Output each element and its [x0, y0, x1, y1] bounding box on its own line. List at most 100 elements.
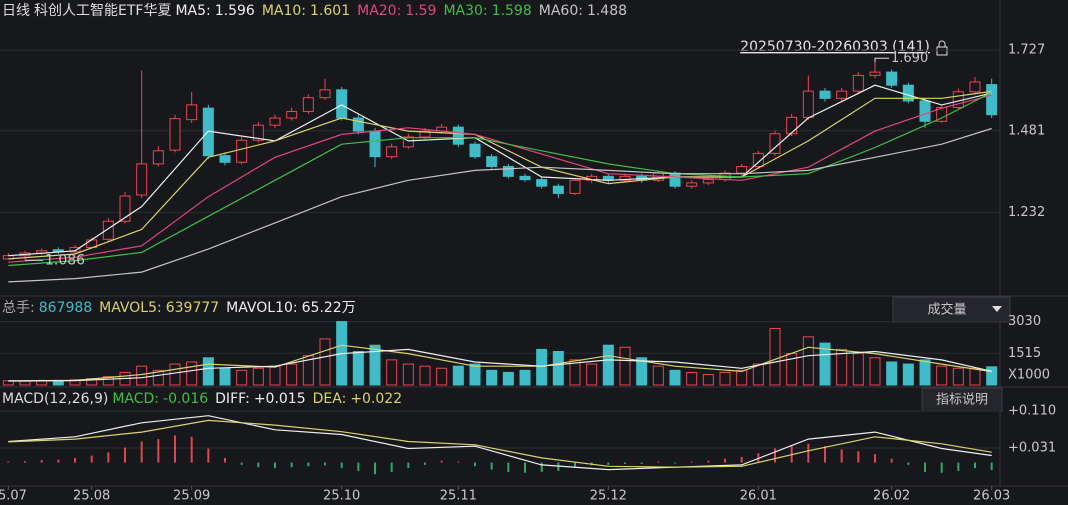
- volume-bar: [636, 357, 648, 386]
- lock-icon-shackle[interactable]: [938, 40, 946, 47]
- header-text: 1.488: [586, 3, 628, 19]
- header-text: +0.015: [253, 391, 306, 407]
- volume-bar: [619, 346, 631, 386]
- candle-body: [819, 90, 831, 99]
- candle-body: [669, 172, 681, 187]
- candle-body: [936, 107, 948, 122]
- volume-bar: [319, 338, 331, 386]
- volume-bar: [52, 380, 64, 386]
- volume-bar: [469, 363, 481, 386]
- lock-icon[interactable]: [936, 46, 948, 56]
- header-text: MA60:: [538, 3, 583, 19]
- volume-bar: [919, 359, 931, 386]
- volume-bar: [252, 367, 264, 386]
- range-label: 20250730-20260303 (141): [740, 39, 930, 55]
- candle-body: [369, 130, 381, 158]
- y-tick-label: 1.727: [1008, 43, 1045, 58]
- candle-body: [102, 220, 114, 240]
- header-text: MAVOL5:: [99, 300, 162, 316]
- header-text: -0.016: [163, 391, 209, 407]
- candle-body: [136, 163, 148, 196]
- candle-body: [152, 150, 164, 165]
- panel-header: 总手: 867988 MAVOL5: 639777 MAVOL10: 65.22万: [2, 299, 363, 317]
- volume-bar: [552, 351, 564, 386]
- average-line: [8, 415, 992, 471]
- header-text: 639777: [165, 300, 220, 316]
- candle-body: [702, 179, 714, 184]
- header-text: 日线: [2, 3, 30, 19]
- min-label: 1.086: [45, 252, 85, 268]
- header-text: 科创人工智能ETF华夏: [34, 3, 172, 19]
- volume-bar: [402, 363, 414, 386]
- y-tick-label: 3030: [1008, 314, 1041, 329]
- volume-bar: [19, 380, 31, 386]
- candle-body: [336, 89, 348, 119]
- y-tick-label: 1.481: [1008, 123, 1045, 138]
- volume-bar: [702, 374, 714, 386]
- header-text: 1.601: [310, 3, 351, 19]
- candle-body: [502, 166, 514, 177]
- candle-body: [286, 110, 298, 119]
- volume-bar: [969, 367, 981, 386]
- volume-bar: [169, 363, 181, 386]
- candle-body: [186, 104, 198, 121]
- dropdown-label[interactable]: 成交量: [927, 302, 966, 318]
- header-text: MAVOL10:: [226, 300, 298, 316]
- volume-bar: [352, 351, 364, 386]
- candle-body: [686, 182, 698, 187]
- candle-body: [486, 156, 498, 168]
- volume-bar: [486, 369, 498, 386]
- volume-bar: [736, 369, 748, 386]
- x-tick-label: 25.11: [440, 489, 477, 504]
- volume-bar: [386, 359, 398, 386]
- candle-body: [552, 185, 564, 194]
- header-text: MA30:: [443, 3, 488, 19]
- candle-body: [736, 166, 748, 174]
- panel-header: MACD(12,26,9) MACD: -0.016 DIFF: +0.015 DEA: +…: [2, 390, 409, 408]
- header-text: MA10:: [261, 3, 307, 19]
- candle-body: [452, 126, 464, 145]
- candle-body: [236, 139, 248, 163]
- x-tick-label: 25.09: [173, 489, 210, 504]
- volume-bar: [502, 371, 514, 386]
- max-pointer: [874, 57, 889, 63]
- candle-body: [119, 195, 131, 222]
- x-tick-label: 25.10: [323, 489, 360, 504]
- y-tick-label: +0.031: [1008, 441, 1056, 456]
- candle-body: [802, 90, 814, 118]
- y-tick-label: 1.232: [1008, 205, 1045, 220]
- average-line: [8, 344, 992, 382]
- y-tick-label: +0.110: [1008, 404, 1056, 419]
- volume-bar: [369, 344, 381, 386]
- volume-bar: [986, 366, 998, 386]
- x-tick-label: 25.07: [0, 489, 27, 504]
- volume-bar: [202, 357, 214, 386]
- volume-bar: [186, 361, 198, 386]
- volume-bar: [269, 365, 281, 386]
- max-label: 1.690: [891, 51, 928, 66]
- volume-bar: [869, 357, 881, 386]
- header-text: 65.22万: [301, 300, 356, 316]
- volume-bar: [152, 369, 164, 386]
- x-tick-label: 25.12: [590, 489, 627, 504]
- volume-bar: [436, 367, 448, 386]
- x-tick-label: 26.01: [740, 489, 777, 504]
- volume-bar: [286, 363, 298, 386]
- volume-bar: [452, 365, 464, 386]
- average-line: [8, 127, 992, 283]
- candle-body: [619, 175, 631, 181]
- candle-body: [752, 152, 764, 168]
- volume-bar: [219, 367, 231, 386]
- volume-bar: [719, 371, 731, 386]
- volume-bar: [886, 361, 898, 386]
- help-button-label[interactable]: 指标说明: [936, 393, 988, 408]
- header-text: DIFF:: [215, 391, 250, 407]
- candle-body: [219, 155, 231, 163]
- panel-header: 日线 科创人工智能ETF华夏 MA5: 1.596 MA10: 1.601 MA20: 1.5…: [2, 2, 634, 20]
- candle-body: [969, 81, 981, 93]
- y-tick-label: 1515: [1008, 346, 1041, 361]
- dropdown-arrow[interactable]: [992, 306, 1002, 312]
- candle-body: [786, 116, 798, 135]
